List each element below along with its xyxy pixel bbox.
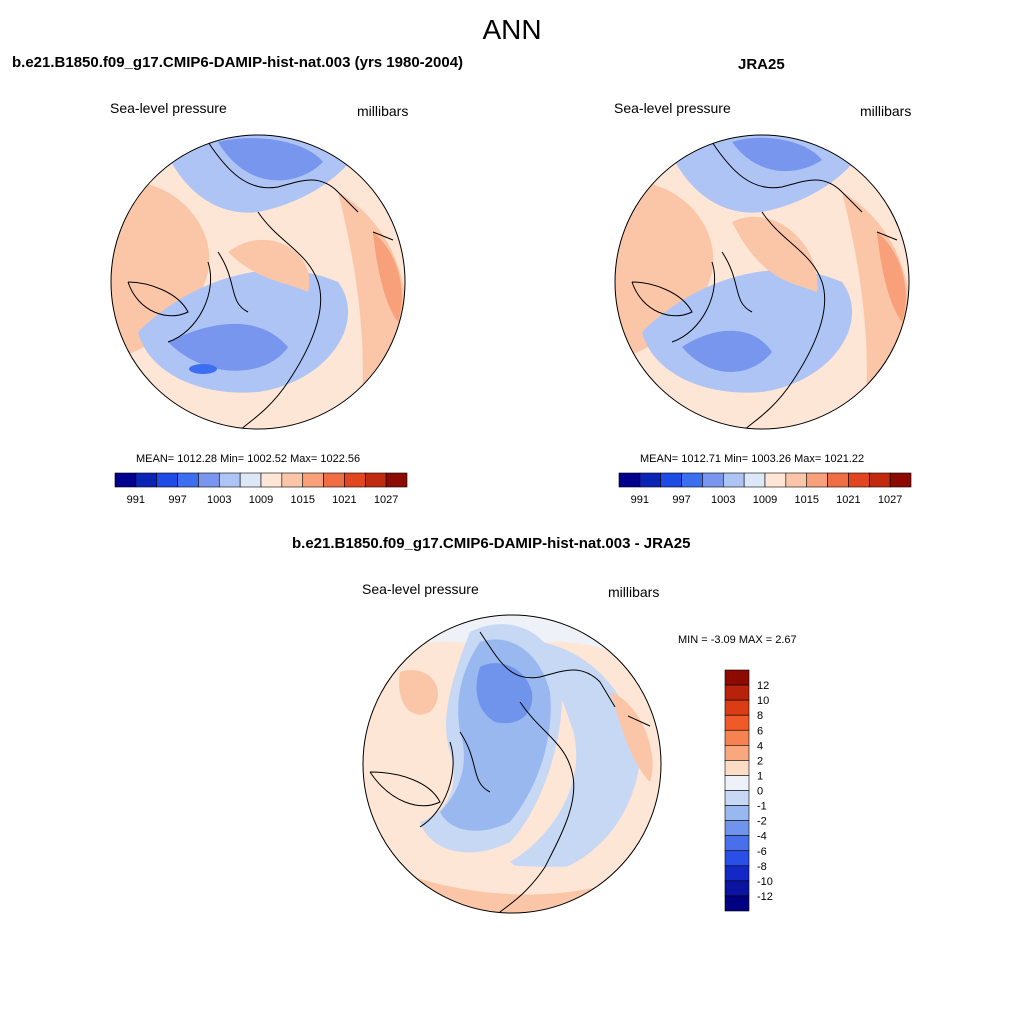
colorbar-label: 997 (672, 494, 690, 506)
panel-1-map (110, 134, 406, 430)
colorbar-box (198, 472, 220, 488)
colorbar-box (724, 729, 750, 746)
panel-2-stats: MEAN= 1012.71 Min= 1003.26 Max= 1021.22 (640, 453, 865, 465)
colorbar-label: 1003 (207, 494, 231, 506)
colorbar-box (114, 472, 137, 488)
colorbar-box (639, 472, 662, 488)
colorbar-box (743, 472, 766, 488)
colorbar-box (724, 865, 750, 882)
panel-3-units: millibars (608, 584, 660, 600)
panel-1-variable: Sea-level pressure (110, 100, 227, 116)
colorbar-box (681, 472, 703, 488)
colorbar-label: 6 (757, 725, 763, 737)
colorbar-label: -6 (757, 846, 767, 858)
colorbar-label: -4 (757, 831, 767, 843)
colorbar-label: 1009 (753, 494, 777, 506)
colorbar-label: 991 (631, 494, 649, 506)
panel-3-title: b.e21.B1850.f09_g17.CMIP6-DAMIP-hist-nat… (292, 535, 691, 552)
panel-3-stats: MIN = -3.09 MAX = 2.67 (678, 634, 797, 646)
colorbar-box (785, 472, 808, 488)
colorbar-box (385, 472, 408, 488)
colorbar-label: 8 (757, 710, 763, 722)
colorbar-box (724, 835, 750, 852)
colorbar-label: -2 (757, 816, 767, 828)
colorbar-box (302, 472, 324, 488)
colorbar-box (344, 472, 366, 488)
colorbar-label: -12 (757, 891, 773, 903)
colorbar-label: 1 (757, 770, 763, 782)
colorbar-label: 1009 (249, 494, 273, 506)
colorbar-label: 2 (757, 755, 763, 767)
colorbar-box (764, 472, 787, 488)
colorbar-box (702, 472, 724, 488)
colorbar-label: 12 (757, 680, 769, 692)
colorbar-box (868, 472, 891, 488)
panel-1-title: b.e21.B1850.f09_g17.CMIP6-DAMIP-hist-nat… (12, 54, 464, 71)
colorbar-box (218, 472, 241, 488)
colorbar-box (281, 472, 304, 488)
panel-1-colorbar: 991997100310091015102110271033 (114, 472, 408, 506)
colorbar-label: -1 (757, 801, 767, 813)
colorbar-box (889, 472, 912, 488)
panel-1-units: millibars (357, 103, 409, 119)
colorbar-label: 1027 (374, 494, 398, 506)
colorbar-box (724, 820, 750, 836)
figure-title: ANN (482, 14, 542, 45)
colorbar-box (724, 880, 750, 897)
colorbar-box (806, 472, 828, 488)
colorbar-label: 1021 (836, 494, 860, 506)
colorbar-box (135, 472, 158, 488)
colorbar-label: 1003 (711, 494, 735, 506)
panel-2-map (614, 134, 910, 430)
colorbar-box (724, 790, 750, 806)
colorbar-label: 1015 (794, 494, 818, 506)
colorbar-box (722, 472, 745, 488)
colorbar-box (724, 745, 750, 761)
colorbar-box (156, 472, 178, 488)
colorbar-label: -8 (757, 861, 767, 873)
colorbar-label: 991 (127, 494, 145, 506)
colorbar-box (848, 472, 870, 488)
colorbar-box (724, 760, 750, 776)
colorbar-box (323, 472, 345, 488)
panel-2-colorbar: 991997100310091015102110271033 (618, 472, 912, 506)
colorbar-box (724, 895, 750, 912)
colorbar-box (364, 472, 387, 488)
colorbar-label: -10 (757, 876, 773, 888)
colorbar-label: 997 (168, 494, 186, 506)
colorbar-box (260, 472, 283, 488)
panel-3-map (362, 614, 662, 914)
colorbar-label: 10 (757, 695, 769, 707)
colorbar-box (827, 472, 849, 488)
colorbar-label: 0 (757, 786, 763, 798)
colorbar-box (724, 699, 750, 716)
colorbar-box (618, 472, 641, 488)
colorbar-box (724, 805, 750, 821)
panel-2-title: JRA25 (738, 56, 785, 73)
colorbar-label: 4 (757, 740, 763, 752)
colorbar-box (239, 472, 262, 488)
colorbar-box (724, 684, 750, 701)
colorbar-box (177, 472, 199, 488)
colorbar-box (724, 850, 750, 867)
panel-3-variable: Sea-level pressure (362, 581, 479, 597)
colorbar-box (724, 714, 750, 731)
colorbar-box (724, 775, 750, 791)
colorbar-label: 1015 (290, 494, 314, 506)
colorbar-box (724, 669, 750, 686)
colorbar-label: 1021 (332, 494, 356, 506)
panel-2-variable: Sea-level pressure (614, 100, 731, 116)
panel-2-units: millibars (860, 103, 912, 119)
colorbar-box (660, 472, 682, 488)
colorbar-label: 1027 (878, 494, 902, 506)
panel-1-stats: MEAN= 1012.28 Min= 1002.52 Max= 1022.56 (136, 453, 361, 465)
